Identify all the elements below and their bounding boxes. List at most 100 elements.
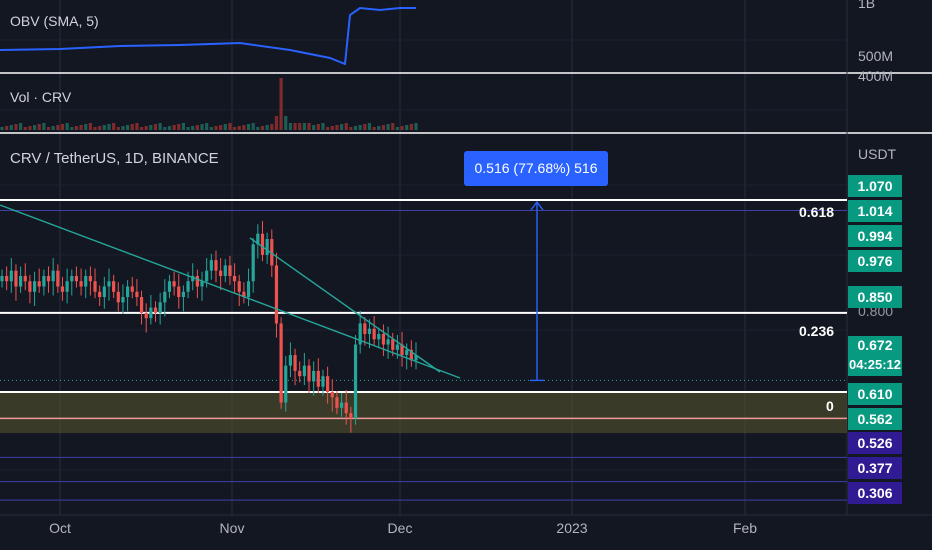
volume-bar [395,127,399,130]
candle-body [23,275,27,282]
volume-bar [42,123,46,130]
time-axis-tick: Oct [49,520,71,536]
volume-bar [9,125,13,130]
volume-bar [167,126,172,130]
volume-bar [372,127,376,130]
obv-line [0,6,416,66]
candle-body [107,281,111,287]
obv-axis-tick: 1B [858,0,876,11]
obv-axis-tick: 500M [858,48,894,64]
volume-bar [232,127,237,130]
candle-body [349,413,353,419]
volume-bar [298,123,302,130]
volume-bar [107,124,111,130]
volume-bar [125,125,130,130]
price-levels [0,199,847,501]
volume-bar [32,125,37,130]
volume-bar [223,124,227,130]
volume-bar [112,123,116,130]
volume-bar [153,124,158,130]
currency-label: USDT [858,146,897,162]
candle-body [353,344,358,419]
price-range-callout[interactable]: 0.516 (77.68%) 516 [464,151,608,186]
volume-bar [274,116,279,130]
candle-body [102,286,106,298]
candle-body [302,365,306,377]
candle-body [98,291,102,298]
volume-axis-tick: 400M [858,68,894,84]
volume-bar [65,123,69,130]
volume-bar [116,127,120,130]
volume-bar [98,126,102,130]
volume-bar [353,126,358,130]
candle-body [191,275,195,282]
time-axis-tick: Dec [387,520,413,536]
candle-body [46,275,51,282]
fib-level-label: 0.236 [799,323,835,339]
candle-body [232,275,237,282]
candle-body [339,402,344,408]
volume-bar [335,125,339,130]
trend-line [0,204,461,379]
volume-bar [214,126,218,130]
volume-bar [349,127,353,130]
fib-level-label: 0 [826,398,834,414]
candle-body [163,291,167,303]
price-tag: 0.976 [848,250,902,272]
volume-bar [181,123,186,130]
candle-body [130,286,134,292]
candle-body [200,281,204,287]
candle-body [60,286,65,292]
volume-bar [237,126,241,130]
price-tag: 0.610 [848,383,902,405]
volume-bar [400,126,404,130]
volume-bar [5,126,9,130]
candle-body [219,270,223,276]
volume-bar [344,123,348,130]
candle-body [372,328,376,340]
candle-body [405,349,409,356]
candle-body [42,275,46,287]
candle-body [125,286,130,298]
obv-indicator-label[interactable]: OBV (SMA, 5) [10,13,99,29]
volume-bar [246,124,251,130]
candle-body [307,365,311,382]
volume-bar [339,124,344,130]
candle-body [79,281,83,287]
volume-bar [23,127,27,130]
candle-body [205,270,209,282]
volume-bar [74,126,79,130]
fib-level-label: 0.618 [799,204,835,220]
support-zone [0,392,847,434]
volume-indicator-label[interactable]: Vol · CRV [10,89,72,105]
volume-bar [270,124,274,130]
obv-pane [0,6,416,66]
price-tag: 0.377 [848,457,902,479]
volume-bar [302,123,306,130]
candle-body [181,291,186,298]
candle-body [237,281,241,292]
candle-body [209,260,213,271]
volume-bar [130,124,134,130]
volume-bar [326,127,330,130]
candle-body [316,370,320,387]
candle-body [335,397,339,408]
volume-bar [205,123,209,130]
volume-bar [288,123,293,130]
candle-body [65,281,69,292]
volume-bar [28,126,32,130]
candle-body [223,265,227,276]
candle-body [88,275,92,282]
candle-body [298,370,302,377]
volume-bar [307,123,311,130]
candlestick-series [0,221,418,433]
volume-bar [219,125,223,130]
candle-body [293,355,297,371]
symbol-title[interactable]: CRV / TetherUS, 1D, BINANCE [10,150,219,167]
candle-body [395,344,399,350]
volume-bar [260,126,265,130]
candle-body [214,260,218,271]
candle-body [377,333,381,340]
candle-body [19,275,23,287]
volume-bar [172,125,176,130]
